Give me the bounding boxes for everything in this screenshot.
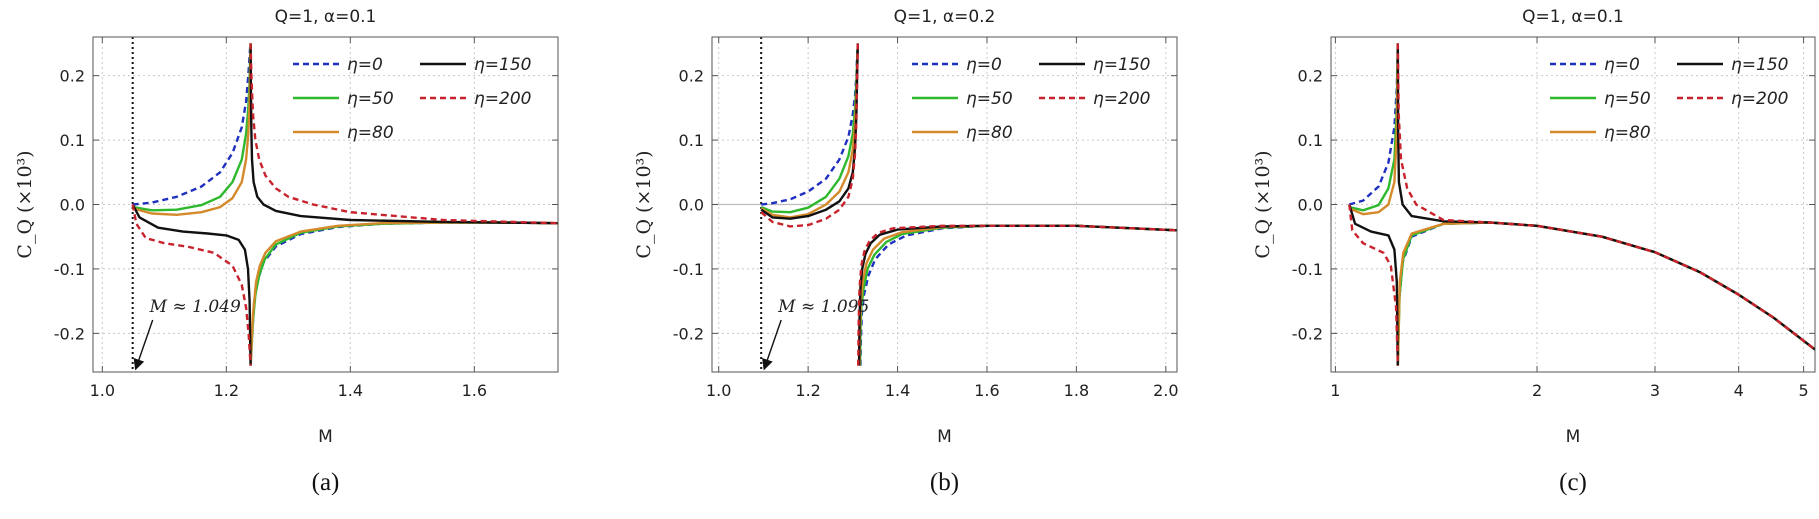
y-tick-label: 0.1 <box>60 131 85 150</box>
legend-label: η=0 <box>966 55 1002 75</box>
y-tick-label: 0.0 <box>60 196 85 215</box>
y-tick-label: -0.1 <box>1292 260 1323 279</box>
x-axis-label: M <box>318 427 333 447</box>
x-tick-label: 1.2 <box>795 381 820 400</box>
y-axis-label: C_Q (×10³) <box>1252 150 1274 258</box>
x-tick-label: 1.4 <box>338 381 363 400</box>
annotation-label: M ≈ 1.095 <box>777 297 869 317</box>
series-line-eta0-branch1 <box>132 43 252 206</box>
x-tick-label: 5 <box>1798 381 1808 400</box>
x-tick-label: 1.2 <box>214 381 239 400</box>
legend-label: η=150 <box>1731 55 1788 75</box>
y-tick-label: -0.1 <box>54 260 85 279</box>
x-tick-label: 1.6 <box>462 381 487 400</box>
panel-c: 1 2 3 4 5 -0.2 -0.1 0.0 0.1 0.2 Q=1, α=0.1 M C_Q (×1… <box>1252 7 1816 496</box>
chart-title: Q=1, α=0.2 <box>894 7 996 27</box>
y-tick-label: -0.2 <box>673 324 704 343</box>
x-axis-label: M <box>1566 427 1581 447</box>
panel-caption: (b) <box>930 469 959 496</box>
series-group <box>760 43 1177 366</box>
legend-label: η=150 <box>474 55 531 75</box>
y-tick-label: 0.0 <box>679 196 704 215</box>
chart-title: Q=1, α=0.1 <box>1522 7 1624 27</box>
series-line-eta150-branch1 <box>131 203 252 366</box>
panel-a: 1.0 1.2 1.4 1.6 -0.2 -0.1 0.0 0.1 0.2 Q=1, α=0.1 M… <box>14 7 559 496</box>
series-group <box>131 43 558 366</box>
annotation-label: M ≈ 1.049 <box>149 297 241 317</box>
x-tick-label: 1 <box>1330 381 1340 400</box>
y-tick-label: -0.2 <box>1292 324 1323 343</box>
legend-label: η=200 <box>1093 89 1150 109</box>
panel-caption: (c) <box>1559 469 1587 496</box>
series-line-eta200-branch1 <box>131 204 252 366</box>
series-line-eta200-branch2 <box>249 43 558 225</box>
legend-label: η=0 <box>347 55 383 75</box>
x-tick-label: 3 <box>1650 381 1660 400</box>
legend-label: η=0 <box>1604 55 1640 75</box>
legend-label: η=50 <box>1604 89 1651 109</box>
legend: η=0 η=50 η=80 η=150 η=200 <box>912 55 1150 143</box>
x-tick-label: 1.8 <box>1064 381 1089 400</box>
y-axis-label: C_Q (×10³) <box>633 150 655 258</box>
legend-label: η=50 <box>966 89 1013 109</box>
legend-label: η=200 <box>1731 89 1788 109</box>
series-line-eta200-branch1 <box>760 43 859 228</box>
x-axis-label: M <box>937 427 952 447</box>
y-tick-label: 0.2 <box>679 67 704 86</box>
legend-label: η=150 <box>1093 55 1150 75</box>
series-group <box>1348 43 1815 366</box>
y-tick-label: 0.2 <box>60 67 85 86</box>
chart-title: Q=1, α=0.1 <box>275 7 377 27</box>
y-tick-label: -0.1 <box>673 260 704 279</box>
x-tick-label: 2 <box>1532 381 1542 400</box>
legend-label: η=80 <box>1604 123 1651 143</box>
annotation-arrow <box>762 319 782 371</box>
y-tick-label: 0.1 <box>679 131 704 150</box>
y-tick-label: 0.1 <box>1298 131 1323 150</box>
series-line-eta200-branch2 <box>857 224 1177 366</box>
x-tick-label: 2.0 <box>1153 381 1178 400</box>
annotation-arrow <box>133 319 154 371</box>
series-line-eta150-branch2 <box>249 43 558 225</box>
panel-caption: (a) <box>312 469 340 496</box>
plot-area <box>93 37 558 372</box>
x-tick-label: 1.6 <box>974 381 999 400</box>
legend-label: η=80 <box>966 123 1013 143</box>
x-tick-label: 1.0 <box>90 381 115 400</box>
series-line-eta80-branch1 <box>132 43 252 217</box>
y-tick-label: 0.2 <box>1298 67 1323 86</box>
legend: η=0 η=50 η=80 η=150 η=200 <box>1550 55 1788 143</box>
legend-label: η=200 <box>474 89 531 109</box>
panel-b: 1.0 1.2 1.4 1.6 1.8 2.0 -0.2 -0.1 0.0 0.1 0.2 Q=1, … <box>633 7 1179 496</box>
x-tick-label: 1.0 <box>706 381 731 400</box>
legend: η=0 η=50 η=80 η=150 η=200 <box>293 55 531 143</box>
y-tick-label: 0.0 <box>1298 196 1323 215</box>
series-line-eta150-branch1 <box>1348 204 1399 366</box>
series-line-eta80-branch1 <box>1348 43 1399 216</box>
legend-label: η=50 <box>347 89 394 109</box>
series-line-eta200-branch2 <box>1396 43 1815 351</box>
x-tick-label: 4 <box>1734 381 1744 400</box>
x-tick-label: 1.4 <box>885 381 910 400</box>
series-line-eta200-branch1 <box>1348 204 1399 366</box>
y-tick-label: -0.2 <box>54 324 85 343</box>
y-axis-label: C_Q (×10³) <box>14 150 36 258</box>
legend-label: η=80 <box>347 123 394 143</box>
